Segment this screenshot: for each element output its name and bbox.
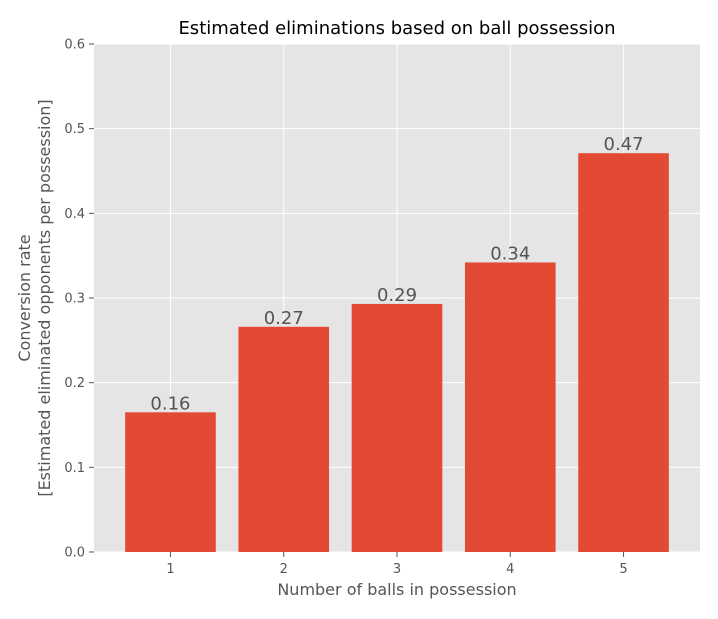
- x-axis-ticks: 1 2 3 4 5: [166, 552, 628, 577]
- y-tick-label: 0.6: [64, 38, 85, 53]
- data-labels: 0.16 0.27 0.29 0.34 0.47: [150, 134, 643, 414]
- y-axis-label: Conversion rate [Estimated eliminated op…: [15, 99, 54, 496]
- y-axis-label-line-2: [Estimated eliminated opponents per poss…: [35, 99, 54, 496]
- bar-value-label: 0.34: [490, 243, 530, 264]
- x-tick-label: 2: [280, 562, 288, 577]
- y-axis-label-line-1: Conversion rate: [15, 234, 34, 361]
- x-tick-label: 4: [506, 562, 514, 577]
- bar-5: [578, 153, 669, 552]
- x-axis-label: Number of balls in possession: [277, 580, 516, 599]
- chart-title: Estimated eliminations based on ball pos…: [178, 18, 615, 39]
- y-tick-label: 0.3: [64, 292, 85, 307]
- x-tick-label: 5: [619, 562, 627, 577]
- bars: [125, 153, 669, 552]
- bar-value-label: 0.29: [377, 285, 417, 306]
- bar-3: [351, 303, 443, 552]
- y-tick-label: 0.4: [64, 207, 85, 222]
- x-tick-label: 3: [393, 562, 401, 577]
- bar-value-label: 0.47: [604, 134, 644, 155]
- bar-2: [238, 326, 330, 552]
- y-tick-label: 0.2: [64, 376, 85, 391]
- bar-4: [464, 262, 556, 552]
- y-tick-label: 0.1: [64, 461, 85, 476]
- bar-1: [125, 412, 216, 552]
- x-tick-label: 1: [166, 562, 174, 577]
- y-tick-label: 0.5: [64, 122, 85, 137]
- bar-value-label: 0.16: [150, 393, 190, 414]
- y-tick-label: 0.0: [64, 546, 85, 561]
- y-axis-ticks: 0.0 0.1 0.2 0.3 0.4 0.5 0.6: [64, 38, 94, 561]
- bar-value-label: 0.27: [264, 308, 304, 329]
